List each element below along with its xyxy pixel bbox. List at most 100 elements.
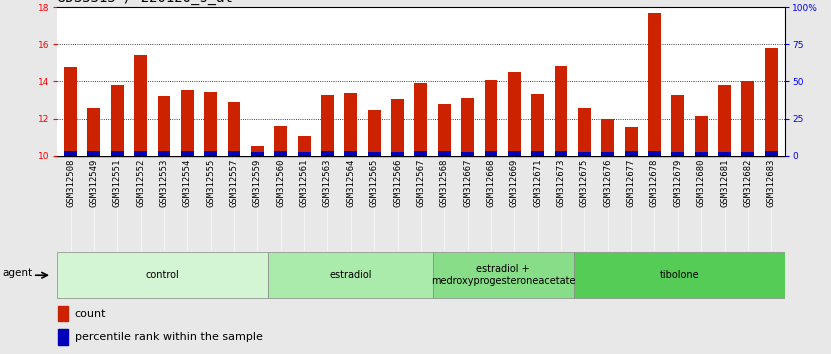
Text: GSM312568: GSM312568: [440, 159, 449, 207]
Bar: [391, 152, 404, 156]
Bar: [344, 92, 357, 156]
Text: GSM312676: GSM312676: [603, 159, 612, 207]
Bar: [415, 83, 427, 156]
Bar: [554, 65, 568, 156]
Text: GSM312549: GSM312549: [90, 159, 98, 207]
Bar: [134, 55, 147, 156]
Text: GSM312561: GSM312561: [300, 159, 308, 207]
Bar: [87, 151, 101, 156]
Bar: [274, 150, 288, 156]
Bar: [111, 151, 124, 156]
Bar: [58, 306, 68, 321]
Text: tibolone: tibolone: [660, 270, 700, 280]
Bar: [718, 85, 731, 156]
Bar: [87, 108, 101, 156]
Text: GSM312678: GSM312678: [650, 159, 659, 207]
Text: GSM312508: GSM312508: [66, 159, 75, 207]
Text: GSM312551: GSM312551: [113, 159, 121, 207]
Bar: [531, 150, 544, 156]
Text: GSM312673: GSM312673: [557, 159, 566, 207]
Text: GSM312559: GSM312559: [253, 159, 262, 207]
Bar: [368, 152, 381, 156]
Bar: [648, 13, 661, 156]
Bar: [57, 252, 268, 298]
Bar: [765, 150, 778, 156]
Bar: [671, 95, 684, 156]
Text: GSM312679: GSM312679: [673, 159, 682, 207]
Bar: [438, 104, 450, 156]
Bar: [64, 150, 77, 156]
Bar: [228, 150, 240, 156]
Text: GSM312554: GSM312554: [183, 159, 192, 207]
Text: GSM312682: GSM312682: [744, 159, 752, 207]
Text: GSM312668: GSM312668: [486, 159, 495, 207]
Text: GDS3313 / 220120_s_at: GDS3313 / 220120_s_at: [57, 0, 233, 5]
Text: GSM312552: GSM312552: [136, 159, 145, 207]
Text: GSM312677: GSM312677: [627, 159, 636, 207]
Bar: [368, 110, 381, 156]
Text: GSM312560: GSM312560: [276, 159, 285, 207]
Bar: [508, 72, 521, 156]
Bar: [648, 150, 661, 156]
Bar: [391, 99, 404, 156]
Text: GSM312565: GSM312565: [370, 159, 379, 207]
Bar: [321, 95, 334, 156]
Bar: [578, 152, 591, 156]
Bar: [433, 252, 573, 298]
Bar: [695, 116, 708, 156]
Bar: [573, 252, 785, 298]
Bar: [204, 150, 217, 156]
Bar: [64, 68, 77, 156]
Bar: [344, 150, 357, 156]
Bar: [671, 152, 684, 156]
Text: count: count: [75, 309, 106, 319]
Bar: [508, 150, 521, 156]
Bar: [695, 152, 708, 156]
Bar: [58, 329, 68, 345]
Text: GSM312681: GSM312681: [720, 159, 729, 207]
Text: GSM312553: GSM312553: [160, 159, 169, 207]
Bar: [297, 136, 311, 156]
Text: GSM312671: GSM312671: [534, 159, 542, 207]
Bar: [438, 150, 450, 156]
Bar: [111, 85, 124, 156]
Bar: [181, 90, 194, 156]
Bar: [578, 108, 591, 156]
Bar: [181, 150, 194, 156]
Bar: [321, 150, 334, 156]
Bar: [251, 145, 263, 156]
Text: GSM312564: GSM312564: [347, 159, 356, 207]
Text: GSM312669: GSM312669: [510, 159, 519, 207]
Bar: [204, 92, 217, 156]
Bar: [228, 102, 240, 156]
Text: GSM312555: GSM312555: [206, 159, 215, 207]
Text: GSM312563: GSM312563: [323, 159, 332, 207]
Text: GSM312683: GSM312683: [767, 159, 776, 207]
Bar: [461, 98, 474, 156]
Bar: [602, 152, 614, 156]
Text: GSM312566: GSM312566: [393, 159, 402, 207]
Bar: [531, 95, 544, 156]
Text: percentile rank within the sample: percentile rank within the sample: [75, 332, 263, 342]
Bar: [625, 127, 637, 156]
Bar: [297, 152, 311, 156]
Text: agent: agent: [2, 268, 33, 278]
Text: GSM312680: GSM312680: [696, 159, 706, 207]
Bar: [741, 81, 755, 156]
Bar: [718, 152, 731, 156]
Bar: [765, 48, 778, 156]
Bar: [158, 151, 170, 156]
Bar: [251, 152, 263, 156]
Bar: [158, 96, 170, 156]
Bar: [274, 126, 288, 156]
Bar: [484, 80, 498, 156]
Text: GSM312557: GSM312557: [229, 159, 238, 207]
Text: estradiol: estradiol: [329, 270, 371, 280]
Text: estradiol +
medroxyprogesteroneacetate: estradiol + medroxyprogesteroneacetate: [431, 264, 575, 286]
Text: GSM312567: GSM312567: [416, 159, 425, 207]
Bar: [741, 152, 755, 156]
Bar: [484, 150, 498, 156]
Bar: [415, 150, 427, 156]
Text: GSM312675: GSM312675: [580, 159, 589, 207]
Bar: [602, 119, 614, 156]
